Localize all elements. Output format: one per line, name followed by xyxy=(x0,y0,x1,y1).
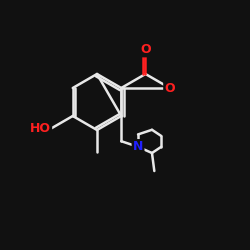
Text: HO: HO xyxy=(30,122,51,135)
Text: N: N xyxy=(133,140,143,153)
Text: O: O xyxy=(140,43,151,56)
Text: O: O xyxy=(164,82,175,94)
